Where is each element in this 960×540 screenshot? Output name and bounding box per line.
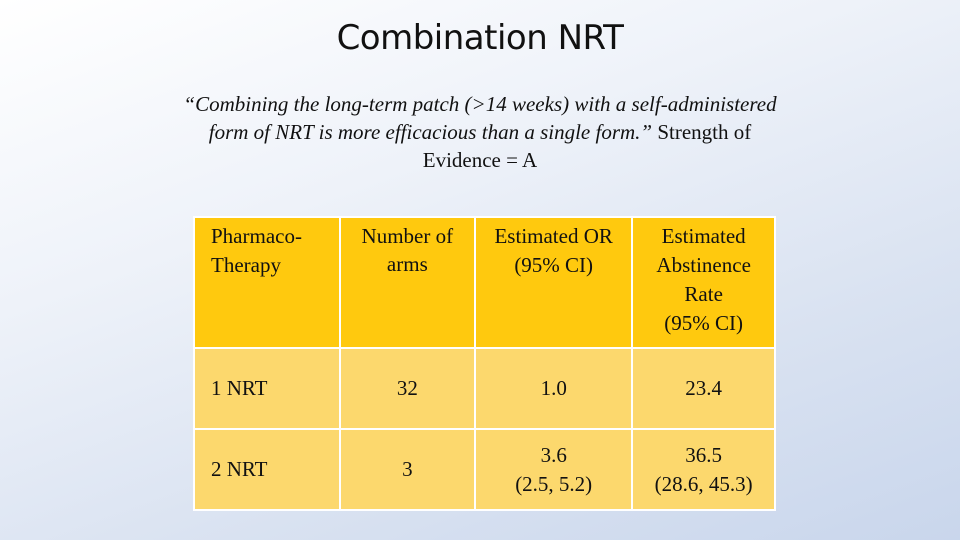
header-line: Number of: [361, 224, 454, 248]
quote-italic: “Combining the long-term patch (>14 week…: [183, 92, 777, 144]
cell-line: 1.0: [540, 376, 567, 400]
cell-line: 3.6: [540, 442, 567, 467]
cell-line: (2.5, 5.2): [515, 471, 593, 496]
slide-title: Combination NRT: [336, 18, 624, 58]
header-line: Pharmaco-: [211, 224, 302, 248]
cell-or: 3.6 (2.5, 5.2): [474, 428, 634, 511]
table-header-row: Pharmaco- Therapy Number of arms Estimat…: [193, 216, 776, 349]
cell-line: 23.4: [685, 376, 723, 400]
quote-text: “Combining the long-term patch (>14 week…: [180, 90, 780, 174]
strength-of-evidence: Strength of Evidence = A: [422, 120, 752, 172]
cell-rate: 23.4: [631, 347, 776, 430]
table-row: 1 NRT 32 1.0 23.4: [193, 347, 776, 430]
cell-line: 36.5: [685, 442, 723, 467]
header-line: Therapy: [211, 253, 281, 277]
header-line: Estimated: [661, 224, 746, 248]
cell-arms: 32: [338, 347, 477, 430]
header-line: arms: [386, 252, 428, 276]
header-line: Abstinence: [656, 253, 751, 277]
table-row: 2 NRT 3 3.6 (2.5, 5.2) 36.5 (28.6, 45.3): [193, 428, 776, 511]
cell-line: (28.6, 45.3): [654, 471, 753, 496]
cell-or: 1.0: [474, 347, 634, 430]
nrt-table: Pharmaco- Therapy Number of arms Estimat…: [193, 216, 776, 511]
header-abstinence-rate: Estimated Abstinence Rate (95% CI): [631, 216, 776, 349]
header-line: (95% CI): [664, 311, 744, 335]
cell-rate: 36.5 (28.6, 45.3): [631, 428, 776, 511]
header-estimated-or: Estimated OR (95% CI): [474, 216, 634, 349]
header-line: Rate: [684, 282, 723, 306]
header-pharmacotherapy: Pharmaco- Therapy: [193, 216, 341, 349]
cell-arms: 3: [338, 428, 477, 511]
header-number-of-arms: Number of arms: [338, 216, 477, 349]
row-label: 2 NRT: [193, 428, 341, 511]
header-line: (95% CI): [514, 253, 594, 277]
header-line: Estimated OR: [494, 224, 613, 248]
row-label: 1 NRT: [193, 347, 341, 430]
